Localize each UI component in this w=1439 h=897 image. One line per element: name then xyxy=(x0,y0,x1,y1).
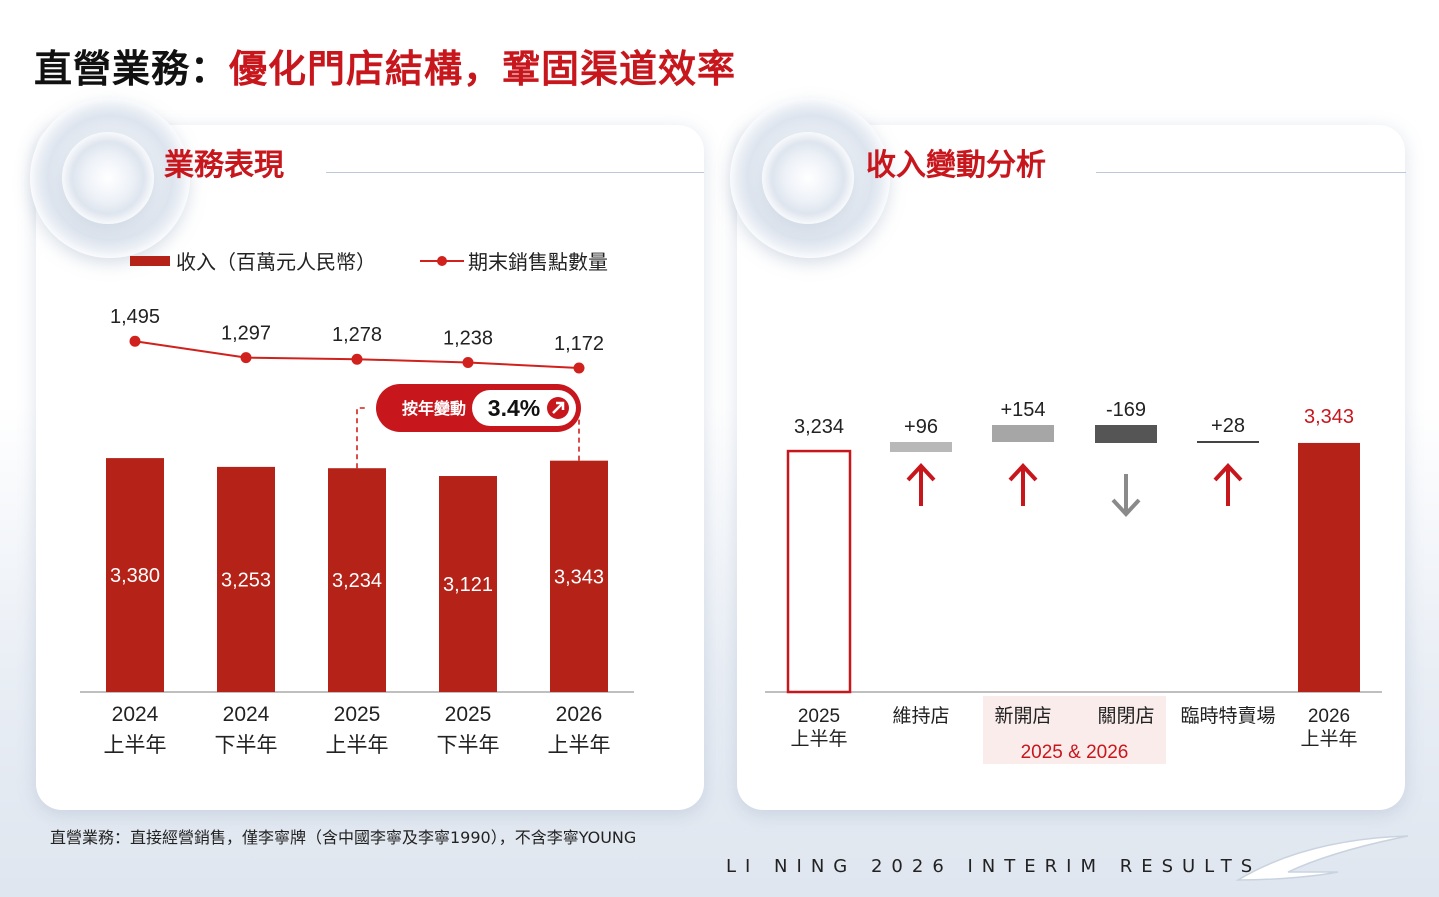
up-arrow-icon xyxy=(1008,463,1038,506)
revenue-bar-label: 3,234 xyxy=(332,570,382,592)
trend-up-arrow-icon xyxy=(552,401,565,414)
li-ning-logo-icon xyxy=(1235,835,1409,881)
x-tick-label: 臨時特賣場 xyxy=(1180,705,1275,727)
x-tick-label: 上半年 xyxy=(326,734,389,757)
yoy-badge-value-bg xyxy=(472,390,576,426)
legend-revenue-swatch xyxy=(130,255,170,266)
revenue-bar xyxy=(217,466,275,692)
legend-stores-swatch xyxy=(420,251,464,271)
footnote: 直營業務：直接經營銷售，僅李寧牌（含中國李寧及李寧1990），不含李寧YOUNG xyxy=(50,828,637,847)
store-count-label: 1,238 xyxy=(443,328,493,350)
x-tick-label: 2026 xyxy=(556,703,603,726)
legend-revenue-label: 收入（百萬元人民幣） xyxy=(176,250,376,274)
up-arrow-icon xyxy=(906,463,936,506)
brand-tagline: LI NING 2026 INTERIM RESULTS xyxy=(726,856,1262,877)
delta-bar xyxy=(890,442,952,452)
group-highlight xyxy=(983,696,1166,764)
x-tick-label: 維持店 xyxy=(892,705,949,727)
x-tick-label: 2025 xyxy=(445,703,492,726)
decorative-orb-inner-icon xyxy=(762,132,854,224)
store-count-point xyxy=(351,353,363,365)
revenue-bar xyxy=(550,460,608,692)
performance-chart: 3,380 2024 上半年 3,253 2024 下半年 3,234 2025 上半年 3,12… xyxy=(80,306,634,757)
store-count-point xyxy=(462,357,474,369)
x-tick-label: 上半年 xyxy=(548,734,611,757)
yoy-badge-value: 3.4% xyxy=(488,395,540,421)
page-title: 直營業務：優化門店結構，鞏固渠道效率 xyxy=(34,47,737,91)
group-label: 2025 & 2026 xyxy=(1021,742,1129,763)
legend: 收入（百萬元人民幣） 期末銷售點數量 xyxy=(130,246,608,275)
down-arrow-icon xyxy=(1111,474,1141,517)
waterfall-chart: 2025 & 20263,2342025上半年+96維持店+154新開店-169… xyxy=(765,399,1382,764)
x-tick-label: 2024 xyxy=(112,703,159,726)
x-tick-label: 上半年 xyxy=(1300,728,1357,750)
total-bar-end xyxy=(1298,442,1360,692)
yoy-connector-left xyxy=(356,407,367,469)
store-count-label: 1,495 xyxy=(110,306,160,328)
revenue-bar-label: 3,380 xyxy=(110,565,160,587)
x-tick-label: 下半年 xyxy=(437,734,500,757)
store-count-label: 1,278 xyxy=(332,324,382,346)
title-divider xyxy=(1096,172,1406,173)
revenue-bar xyxy=(328,468,386,692)
revenue-bar xyxy=(439,476,497,692)
x-tick-label: 2025 xyxy=(798,706,840,727)
delta-bar xyxy=(1197,441,1259,443)
decorative-orb-inner-icon xyxy=(62,132,154,224)
x-tick-label: 下半年 xyxy=(215,734,278,757)
value-label: 3,343 xyxy=(1304,406,1354,428)
store-count-label: 1,172 xyxy=(554,333,604,355)
panel-title-revenue-change: 收入變動分析 xyxy=(866,148,1046,183)
title-divider xyxy=(326,172,704,173)
store-count-point xyxy=(240,352,252,364)
store-count-point xyxy=(129,335,141,347)
revenue-bar-label: 3,343 xyxy=(554,566,604,588)
store-count-point xyxy=(573,362,585,374)
x-tick-label: 2025 xyxy=(334,703,381,726)
legend-stores-label: 期末銷售點數量 xyxy=(468,250,608,274)
store-count-label: 1,297 xyxy=(221,323,271,345)
x-tick-label: 關閉店 xyxy=(1097,705,1154,727)
total-bar-start xyxy=(786,449,852,694)
x-tick-label: 上半年 xyxy=(790,728,847,750)
value-label: 3,234 xyxy=(794,416,844,438)
delta-bar xyxy=(992,425,1054,442)
revenue-bar-label: 3,253 xyxy=(221,569,271,591)
x-tick-label: 新開店 xyxy=(994,705,1051,727)
x-tick-label: 上半年 xyxy=(104,734,167,757)
x-tick-label: 2024 xyxy=(223,703,270,726)
value-label: +154 xyxy=(1000,399,1045,421)
value-label: +96 xyxy=(904,416,938,438)
x-tick-label: 2026 xyxy=(1308,706,1350,727)
delta-bar xyxy=(1095,425,1157,443)
yoy-badge-label: 按年變動 xyxy=(402,399,466,418)
value-label: -169 xyxy=(1106,399,1146,421)
panel-title-performance: 業務表現 xyxy=(164,148,284,183)
value-label: +28 xyxy=(1211,415,1245,437)
revenue-bar xyxy=(106,458,164,692)
up-arrow-icon xyxy=(1213,463,1243,506)
revenue-bar-label: 3,121 xyxy=(443,574,493,596)
